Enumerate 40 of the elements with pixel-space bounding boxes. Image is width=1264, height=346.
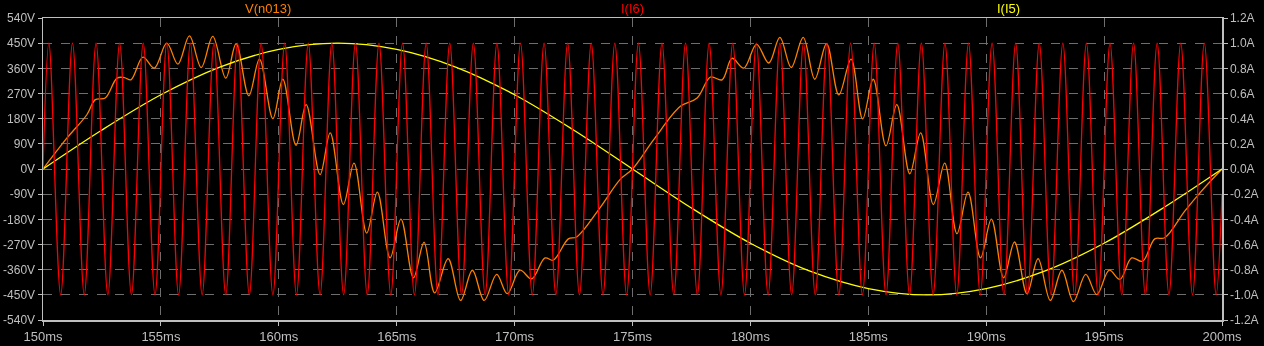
y2-tick-label: 1.0A bbox=[1229, 36, 1255, 51]
y-tick-label: -270V bbox=[3, 237, 36, 252]
y-tick-label: 270V bbox=[7, 86, 36, 101]
x-tick-label: 150ms bbox=[23, 329, 63, 345]
y-tick-label: 0V bbox=[20, 162, 36, 177]
y2-tick-label: -1.0A bbox=[1229, 288, 1259, 303]
text: V(n013) bbox=[245, 1, 292, 16]
x-tick-label: 155ms bbox=[141, 329, 181, 345]
x-tick-label: 200ms bbox=[1202, 329, 1242, 345]
y-tick-label: 450V bbox=[7, 36, 36, 51]
text: I(I5) bbox=[997, 1, 1021, 16]
x-tick-label: 165ms bbox=[377, 329, 417, 345]
y2-tick-label: 0.0A bbox=[1229, 162, 1255, 177]
x-tick-label: 175ms bbox=[612, 329, 653, 345]
x-tick-label: 180ms bbox=[730, 329, 771, 345]
y-tick-label: 540V bbox=[7, 11, 36, 26]
y-tick-label: -180V bbox=[3, 212, 36, 227]
y2-tick-label: -1.2A bbox=[1229, 313, 1259, 328]
x-tick-label: 190ms bbox=[966, 329, 1007, 345]
y2-tick-label: 0.8A bbox=[1229, 61, 1255, 76]
y-tick-label: 90V bbox=[13, 137, 36, 152]
y-tick-label: 180V bbox=[7, 111, 36, 126]
x-tick-label: 195ms bbox=[1084, 329, 1125, 345]
y-tick-label: -90V bbox=[9, 187, 36, 202]
y-tick-label: -540V bbox=[3, 313, 36, 328]
y2-tick-label: 0.4A bbox=[1229, 111, 1255, 126]
x-tick-label: 185ms bbox=[848, 329, 889, 345]
x-tick-label: 170ms bbox=[495, 329, 535, 345]
y-tick-label: -360V bbox=[3, 262, 36, 277]
y-tick-label: 360V bbox=[7, 61, 36, 76]
y-tick-label: -450V bbox=[3, 288, 36, 303]
y2-tick-label: 1.2A bbox=[1229, 11, 1255, 26]
text: I(I6) bbox=[621, 1, 645, 16]
x-tick-label: 160ms bbox=[259, 329, 299, 345]
y2-tick-label: -0.2A bbox=[1229, 187, 1259, 202]
y2-tick-label: 0.6A bbox=[1229, 86, 1255, 101]
y2-tick-label: -0.8A bbox=[1229, 262, 1259, 277]
y2-tick-label: -0.4A bbox=[1229, 212, 1259, 227]
y2-tick-label: 0.2A bbox=[1229, 137, 1255, 152]
y2-tick-label: -0.6A bbox=[1229, 237, 1259, 252]
